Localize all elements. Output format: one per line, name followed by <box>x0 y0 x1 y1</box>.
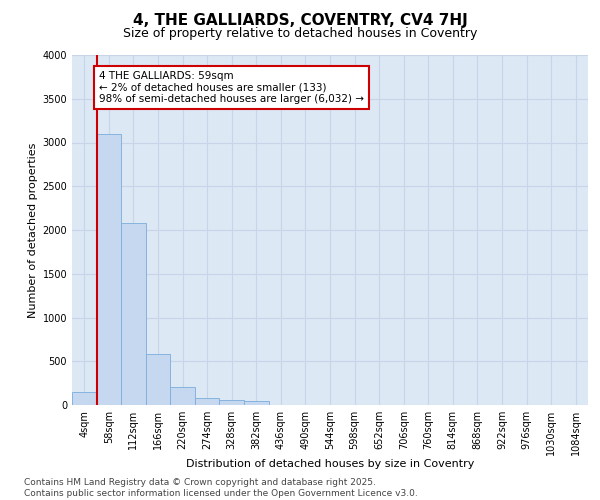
Bar <box>244 400 269 405</box>
Bar <box>72 392 97 405</box>
Y-axis label: Number of detached properties: Number of detached properties <box>28 142 38 318</box>
Text: 4, THE GALLIARDS, COVENTRY, CV4 7HJ: 4, THE GALLIARDS, COVENTRY, CV4 7HJ <box>133 12 467 28</box>
Bar <box>146 354 170 405</box>
Text: Size of property relative to detached houses in Coventry: Size of property relative to detached ho… <box>123 28 477 40</box>
Bar <box>220 400 244 405</box>
Bar <box>195 398 220 405</box>
Bar <box>121 223 146 405</box>
X-axis label: Distribution of detached houses by size in Coventry: Distribution of detached houses by size … <box>186 460 474 469</box>
Text: 4 THE GALLIARDS: 59sqm
← 2% of detached houses are smaller (133)
98% of semi-det: 4 THE GALLIARDS: 59sqm ← 2% of detached … <box>99 70 364 104</box>
Bar <box>170 386 195 405</box>
Bar <box>97 134 121 405</box>
Text: Contains HM Land Registry data © Crown copyright and database right 2025.
Contai: Contains HM Land Registry data © Crown c… <box>24 478 418 498</box>
